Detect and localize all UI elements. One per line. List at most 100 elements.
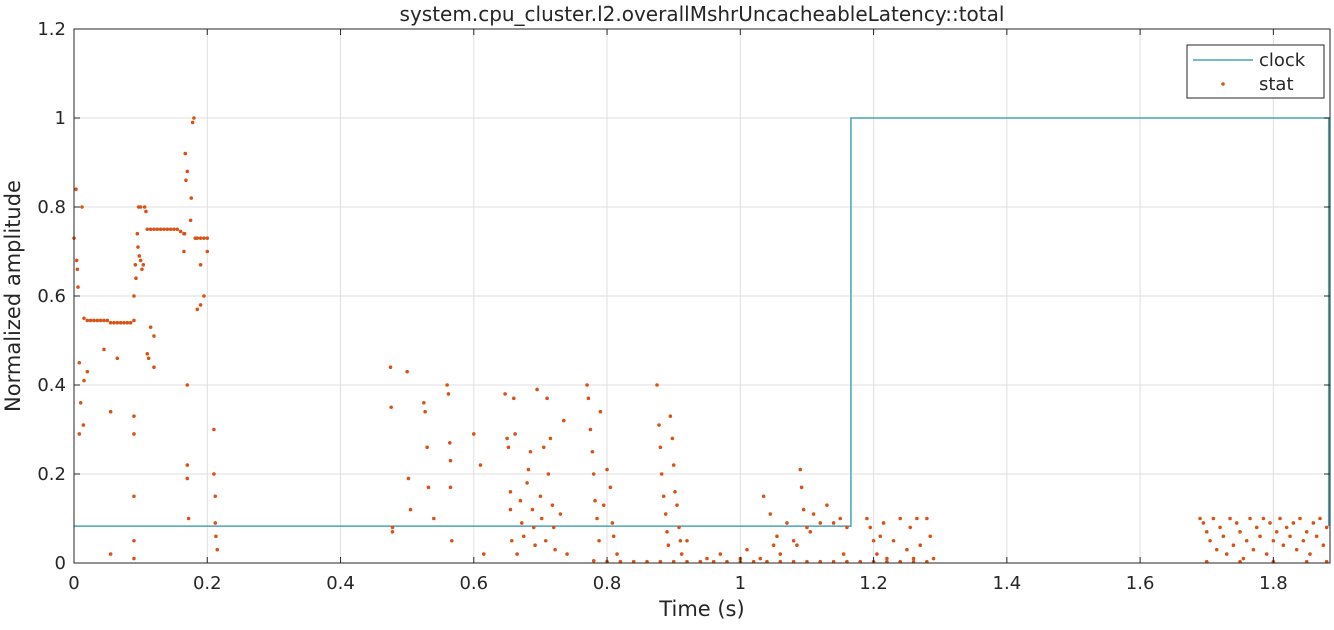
stat-point xyxy=(598,409,603,414)
x-tick-label: 1.6 xyxy=(1126,573,1155,594)
stat-point xyxy=(426,485,431,490)
stat-point xyxy=(1234,521,1239,525)
stat-point xyxy=(408,507,413,512)
stat-point xyxy=(825,503,829,507)
stat-point xyxy=(558,512,563,516)
stat-point xyxy=(138,205,143,209)
stat-point xyxy=(1218,525,1222,530)
y-tick-label: 0 xyxy=(55,553,66,574)
stat-point xyxy=(133,263,138,267)
stat-point xyxy=(1201,521,1206,525)
stat-point xyxy=(668,414,673,418)
stat-point xyxy=(718,552,723,556)
stat-point xyxy=(663,512,668,516)
stat-point xyxy=(182,249,186,254)
stat-point xyxy=(1224,552,1229,556)
stat-point xyxy=(811,512,816,516)
stat-point xyxy=(515,552,519,556)
stat-point xyxy=(685,538,689,543)
stat-point xyxy=(202,294,206,298)
stat-point xyxy=(799,485,804,490)
y-axis-label: Normalized amplitude xyxy=(1,180,25,412)
stat-point xyxy=(678,538,683,543)
stat-point xyxy=(146,356,151,361)
stat-point xyxy=(553,547,557,552)
stat-point xyxy=(141,263,146,267)
stat-point xyxy=(202,236,206,240)
stat-point xyxy=(503,392,507,396)
stat-point xyxy=(390,525,395,530)
stat-point xyxy=(175,227,180,232)
stat-point xyxy=(425,445,429,450)
stat-point xyxy=(183,151,188,156)
y-tick-label: 1 xyxy=(55,108,66,129)
stat-point xyxy=(185,463,190,467)
stat-point xyxy=(108,552,113,556)
stat-point xyxy=(134,276,138,281)
stat-point xyxy=(591,472,596,476)
stat-point xyxy=(406,476,411,481)
stat-point xyxy=(601,503,606,507)
stat-point xyxy=(1288,534,1292,539)
stat-point xyxy=(791,538,796,543)
stat-point xyxy=(1228,516,1232,521)
stat-point xyxy=(508,507,513,512)
stat-point xyxy=(1284,525,1289,530)
stat-point xyxy=(831,521,836,525)
stat-point xyxy=(705,556,709,561)
y-axis-ticks: 0 0.2 0.4 0.6 0.8 1 1.2 xyxy=(37,19,1330,574)
stat-point xyxy=(102,318,106,323)
stat-point xyxy=(132,294,136,298)
stat-point xyxy=(185,476,190,481)
stat-point xyxy=(213,494,218,499)
stat-point xyxy=(608,485,613,490)
y-tick-label: 0.8 xyxy=(37,197,66,218)
stat-point xyxy=(212,472,216,476)
stat-point xyxy=(533,543,537,547)
stat-point xyxy=(1281,543,1286,547)
stat-point xyxy=(785,521,789,525)
stat-point xyxy=(148,325,153,329)
stat-point xyxy=(565,552,569,556)
stat-point xyxy=(585,383,589,387)
stat-point xyxy=(422,401,426,405)
stat-point xyxy=(808,530,813,534)
stat-point xyxy=(105,318,110,323)
stat-point xyxy=(1261,516,1266,521)
stat-point xyxy=(85,369,90,374)
stat-point xyxy=(1274,530,1279,534)
stat-point xyxy=(188,218,193,223)
stat-point xyxy=(597,538,601,543)
stat-point xyxy=(185,383,190,387)
stat-point xyxy=(881,521,886,525)
stat-point xyxy=(891,538,896,543)
stat-point xyxy=(189,196,194,200)
stat-point xyxy=(1318,516,1322,521)
stat-point xyxy=(925,516,929,521)
stat-point xyxy=(657,423,661,427)
stat-point xyxy=(666,543,671,547)
stat-point xyxy=(162,227,166,232)
stat-point xyxy=(1204,530,1209,534)
stat-point xyxy=(1238,530,1242,534)
stat-point xyxy=(74,258,79,263)
stat-point xyxy=(205,236,210,240)
stat-point xyxy=(546,472,551,476)
stat-point xyxy=(845,525,849,530)
stat-point xyxy=(1301,538,1306,543)
stat-point xyxy=(82,316,86,321)
stat-point xyxy=(543,538,548,543)
stat-point xyxy=(184,178,188,183)
stat-point xyxy=(677,525,681,530)
stat-series xyxy=(72,116,1329,564)
stat-point xyxy=(478,463,483,467)
stat-point xyxy=(471,432,476,436)
stat-point xyxy=(108,320,113,325)
stat-point xyxy=(132,494,136,499)
stat-point xyxy=(92,318,96,323)
stat-point xyxy=(190,120,195,125)
stat-point xyxy=(905,547,909,552)
legend-box xyxy=(1186,44,1325,99)
clock-series xyxy=(74,117,1330,527)
x-tick-label: 1.8 xyxy=(1259,573,1288,594)
